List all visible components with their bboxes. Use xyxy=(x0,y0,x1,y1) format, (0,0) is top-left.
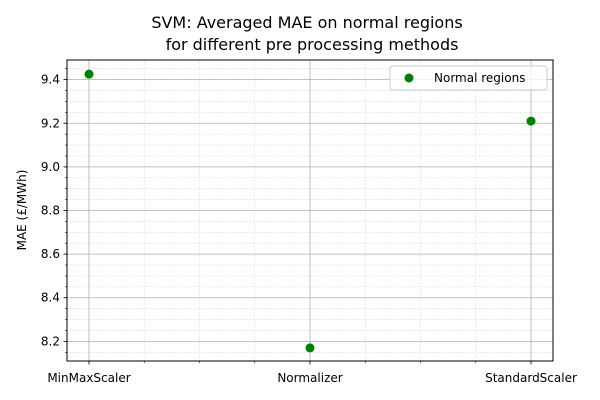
y-tick-label: 8.8 xyxy=(41,204,60,218)
y-tick-label: 8.2 xyxy=(41,334,60,348)
legend: Normal regions xyxy=(389,65,548,91)
legend-label: Normal regions xyxy=(434,71,525,85)
y-tick-label: 9.4 xyxy=(41,73,60,87)
y-tick-label: 9.2 xyxy=(41,116,60,130)
x-tick-label: MinMaxScaler xyxy=(47,371,130,385)
data-point xyxy=(84,69,94,79)
data-point xyxy=(305,343,315,353)
x-axis: MinMaxScaler Normalizer StandardScaler xyxy=(47,361,577,385)
y-axis-label: MAE (£/MWh) xyxy=(15,170,29,251)
chart-title-line-1: SVM: Averaged MAE on normal regions xyxy=(151,13,462,32)
legend-box xyxy=(389,65,548,91)
y-tick-label: 8.4 xyxy=(41,291,60,305)
chart-title-line-2: for different pre processing methods xyxy=(166,35,459,54)
y-tick-label: 9.0 xyxy=(41,160,60,174)
y-axis: 8.2 8.4 8.6 8.8 9.0 9.2 9.4 xyxy=(41,68,67,353)
x-tick-label: Normalizer xyxy=(277,371,342,385)
x-tick-label: StandardScaler xyxy=(485,371,577,385)
data-points xyxy=(84,69,536,353)
major-grid xyxy=(67,60,553,361)
y-tick-label: 8.6 xyxy=(41,247,60,261)
data-point xyxy=(526,116,536,126)
legend-marker xyxy=(404,73,414,83)
